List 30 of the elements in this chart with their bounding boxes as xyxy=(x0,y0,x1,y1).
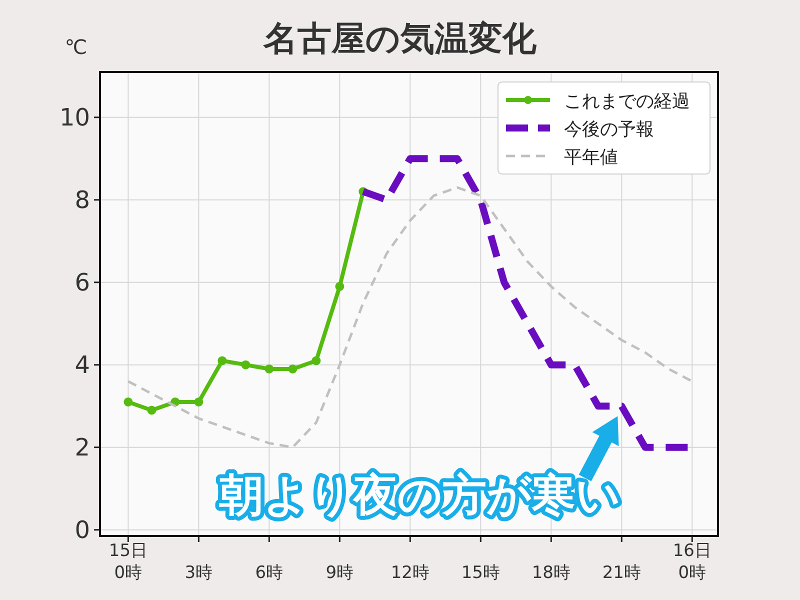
x-tick-label: 6時 xyxy=(255,563,284,583)
x-tick-label: 16日 0時 xyxy=(672,541,712,583)
x-tick-label: 15時 xyxy=(461,563,500,583)
y-tick-label: 4 xyxy=(74,350,90,379)
y-axis-title: ℃ xyxy=(64,35,88,59)
point xyxy=(335,282,344,291)
legend-label: 平年値 xyxy=(564,147,618,168)
point xyxy=(241,360,250,370)
point xyxy=(218,356,227,366)
x-tick-label: 12時 xyxy=(390,563,430,583)
x-tick-label: 9時 xyxy=(326,563,354,583)
y-tick-label: 2 xyxy=(74,433,90,462)
line-series xyxy=(126,186,694,449)
point xyxy=(312,356,321,366)
legend-label: 今後の予報 xyxy=(564,119,654,140)
x-tick-label: 15日 0時 xyxy=(108,541,148,583)
chart-title: 名古屋の気温変化 xyxy=(262,19,538,59)
y-tick-label: 6 xyxy=(74,268,90,296)
point xyxy=(288,364,298,374)
x-tick-label: 3時 xyxy=(184,563,213,583)
y-tick-label: 0 xyxy=(74,516,90,544)
point xyxy=(194,397,204,406)
legend-label: これまでの経過 xyxy=(564,91,690,112)
y-tick-label: 8 xyxy=(74,186,90,214)
x-tick-label: 21時 xyxy=(602,563,641,583)
point xyxy=(147,406,156,415)
point xyxy=(264,364,274,374)
point xyxy=(124,397,133,406)
y-tick-label: 10 xyxy=(59,103,90,132)
x-tick-label: 18時 xyxy=(532,563,570,583)
